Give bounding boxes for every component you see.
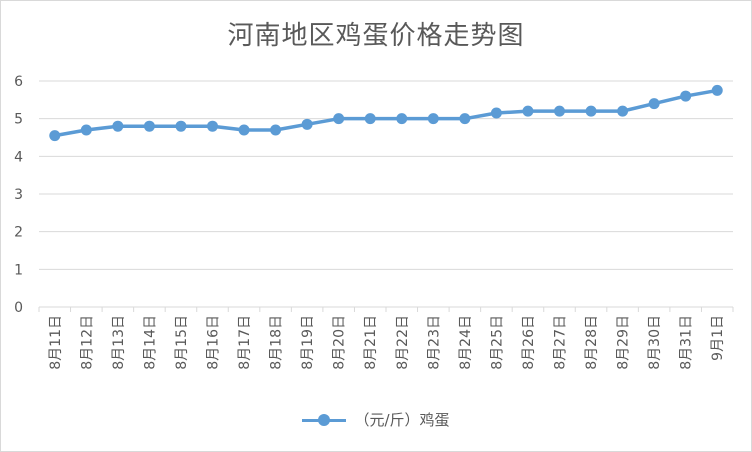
x-tick-label: 8月19日: [300, 315, 316, 370]
x-tick-label: 8月14日: [142, 315, 158, 370]
y-tick-label: 4: [14, 149, 23, 165]
x-tick-label: 8月17日: [237, 315, 253, 370]
x-tick-label: 8月30日: [647, 315, 663, 370]
y-tick-label: 1: [14, 262, 23, 278]
legend: （元/斤）鸡蛋: [1, 409, 751, 430]
x-tick-label: 8月26日: [521, 315, 537, 370]
y-tick-label: 3: [14, 187, 23, 203]
x-tick-label: 8月25日: [489, 315, 505, 370]
x-tick-label: 8月13日: [111, 315, 127, 370]
y-tick-label: 0: [14, 300, 23, 316]
x-tick-label: 8月18日: [269, 315, 285, 370]
data-point: [207, 120, 218, 132]
series-line: [54, 88, 718, 138]
x-tick-label: 8月27日: [553, 315, 569, 370]
data-point: [333, 113, 345, 125]
x-tick-label: 8月15日: [174, 315, 190, 370]
legend-label: （元/斤）鸡蛋: [354, 411, 450, 429]
data-point: [554, 105, 565, 117]
data-point: [238, 124, 250, 136]
x-tick-label: 8月16日: [206, 315, 222, 370]
data-point: [396, 113, 408, 125]
data-point: [648, 98, 660, 110]
y-tick-label: 6: [14, 74, 23, 90]
x-tick-label: 8月23日: [426, 315, 442, 370]
data-point: [112, 120, 124, 132]
y-tick-label: 5: [14, 112, 23, 128]
data-point: [80, 124, 92, 136]
data-point: [522, 105, 534, 117]
data-point: [270, 124, 282, 136]
data-point: [364, 113, 376, 125]
data-point: [490, 107, 502, 119]
x-tick-label: 8月28日: [584, 315, 600, 370]
data-point: [427, 113, 439, 125]
x-tick-label: 8月22日: [395, 315, 411, 370]
chart-title: 河南地区鸡蛋价格走势图: [227, 21, 525, 51]
x-tick-label: 8月24日: [458, 315, 474, 370]
x-tick-label: 8月31日: [679, 315, 695, 370]
y-tick-label: 2: [14, 225, 23, 241]
data-point: [711, 84, 723, 96]
legend-marker: [302, 413, 347, 426]
x-tick-label: 8月20日: [332, 315, 348, 370]
data-point: [175, 120, 187, 132]
data-point: [143, 120, 155, 132]
data-point: [617, 105, 629, 117]
data-point: [585, 105, 597, 117]
x-tick-label: 8月11日: [48, 315, 64, 370]
x-tick-label: 8月29日: [616, 315, 632, 370]
x-tick-label: 8月12日: [79, 315, 95, 370]
data-point: [49, 130, 61, 142]
data-point: [301, 118, 313, 130]
data-point: [680, 90, 692, 102]
data-point: [459, 113, 471, 125]
x-tick-label: 8月21日: [363, 315, 379, 370]
x-tick-label: 9月1日: [710, 315, 726, 361]
